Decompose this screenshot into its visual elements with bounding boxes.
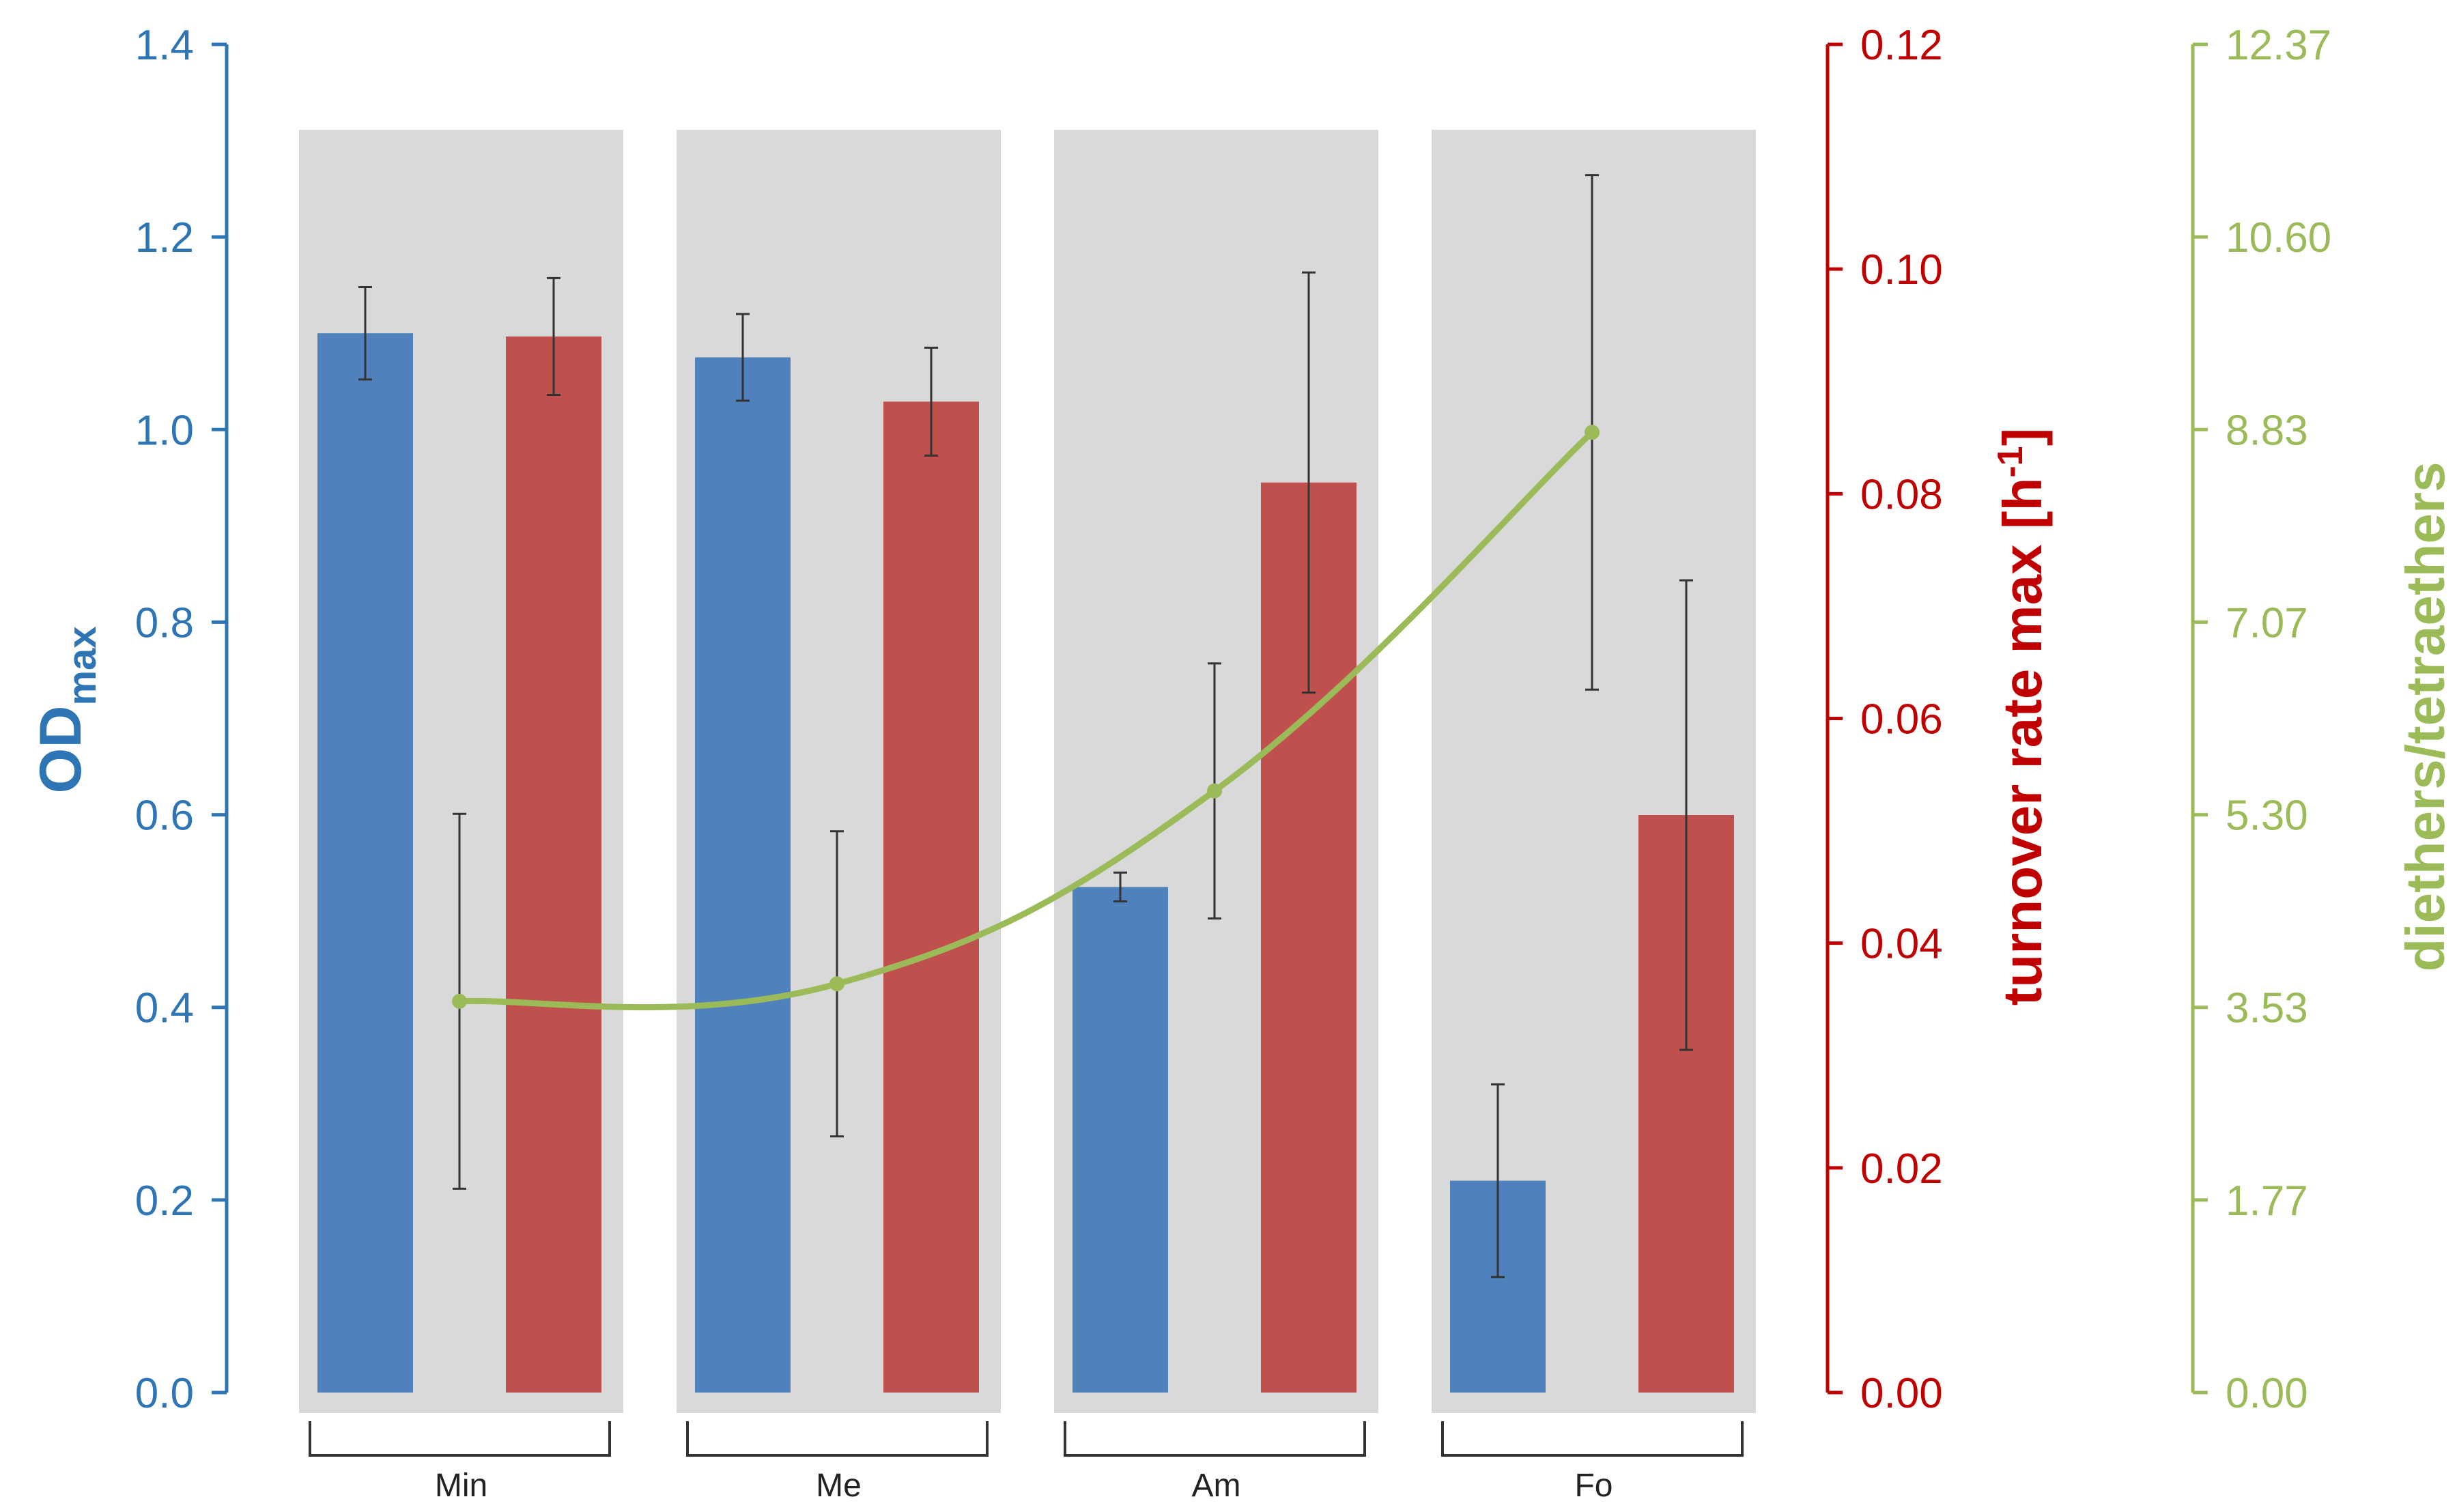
right-tick-label: 0.08 [1860, 471, 1943, 518]
left-tick-label: 1.2 [135, 214, 194, 261]
od-error-bar-fo [1491, 1083, 1505, 1279]
od-bar-am [1073, 887, 1168, 1393]
far-right-axis: 0.00 1.77 3.53 5.30 7.07 8.83 10.60 12.37 [2191, 22, 2331, 1417]
left-tick-label: 0.6 [135, 793, 194, 840]
category-label: Me [816, 1468, 862, 1504]
left-tick-label: 1.4 [135, 22, 194, 69]
category-brackets: Min Me Am Fo [309, 1421, 1744, 1504]
far-right-tick-label: 7.07 [2226, 599, 2308, 646]
far-right-tick-label: 0.00 [2226, 1370, 2308, 1417]
right-tick-label: 0.06 [1860, 696, 1943, 743]
turnover-error-bar-min [547, 276, 560, 396]
ratio-line-layer [452, 174, 1600, 1190]
far-right-tick-label: 3.53 [2226, 985, 2308, 1032]
ratio-point-min [452, 993, 467, 1009]
turnover-bar-me [883, 401, 979, 1393]
far-right-tick-label: 1.77 [2226, 1178, 2308, 1225]
turnover-bar-min [506, 336, 601, 1393]
ratio-line [456, 429, 1595, 1011]
right-tick-label: 0.04 [1860, 921, 1943, 968]
ratio-point-fo [1585, 425, 1600, 440]
right-tick-label: 0.12 [1860, 22, 1943, 69]
far-right-tick-label: 8.83 [2226, 407, 2308, 454]
left-tick-label: 0.2 [135, 1178, 194, 1225]
right-tick-label: 0.10 [1860, 246, 1943, 294]
od-error-bar-me [736, 313, 750, 402]
category-label: Fo [1574, 1468, 1613, 1504]
category-bracket-fo [1441, 1421, 1744, 1457]
left-axis-title: ODmax [28, 626, 104, 793]
left-tick-label: 0.0 [135, 1370, 194, 1417]
far-right-tick-label: 10.60 [2226, 214, 2331, 261]
ratio-point-me [829, 976, 844, 992]
right-tick-label: 0.00 [1860, 1370, 1943, 1417]
category-bracket-min [309, 1421, 611, 1457]
ratio-point-am [1207, 783, 1222, 799]
category-label: Min [435, 1468, 487, 1504]
category-bracket-am [1064, 1421, 1366, 1457]
od-error-bar-min [358, 286, 372, 381]
turnover-error-bar-fo [1679, 579, 1693, 1051]
far-right-axis-title: diethers/tetraethers [2395, 462, 2456, 972]
category-bracket-me [686, 1421, 989, 1457]
turnover-error-bar-me [924, 346, 938, 457]
left-tick-label: 0.8 [135, 599, 194, 646]
left-axis: 0.0 0.2 0.4 0.6 0.8 1.0 1.2 1.4 [135, 22, 229, 1417]
right-axis: 0.00 0.02 0.04 0.06 0.08 0.10 0.12 [1826, 22, 1943, 1417]
category-label: Am [1192, 1468, 1241, 1504]
od-error-bar-am [1113, 871, 1127, 903]
right-tick-label: 0.02 [1860, 1145, 1943, 1193]
right-axis-title: turnover rate max [h-1] [1991, 428, 2053, 1005]
turnover-error-bar-am [1302, 271, 1316, 694]
far-right-tick-label: 5.30 [2226, 793, 2308, 840]
far-right-tick-label: 12.37 [2226, 22, 2331, 69]
od-bar-min [317, 333, 413, 1393]
left-tick-label: 0.4 [135, 985, 194, 1032]
bars [317, 271, 1734, 1393]
od-bar-me [695, 357, 791, 1393]
left-tick-label: 1.0 [135, 407, 194, 454]
